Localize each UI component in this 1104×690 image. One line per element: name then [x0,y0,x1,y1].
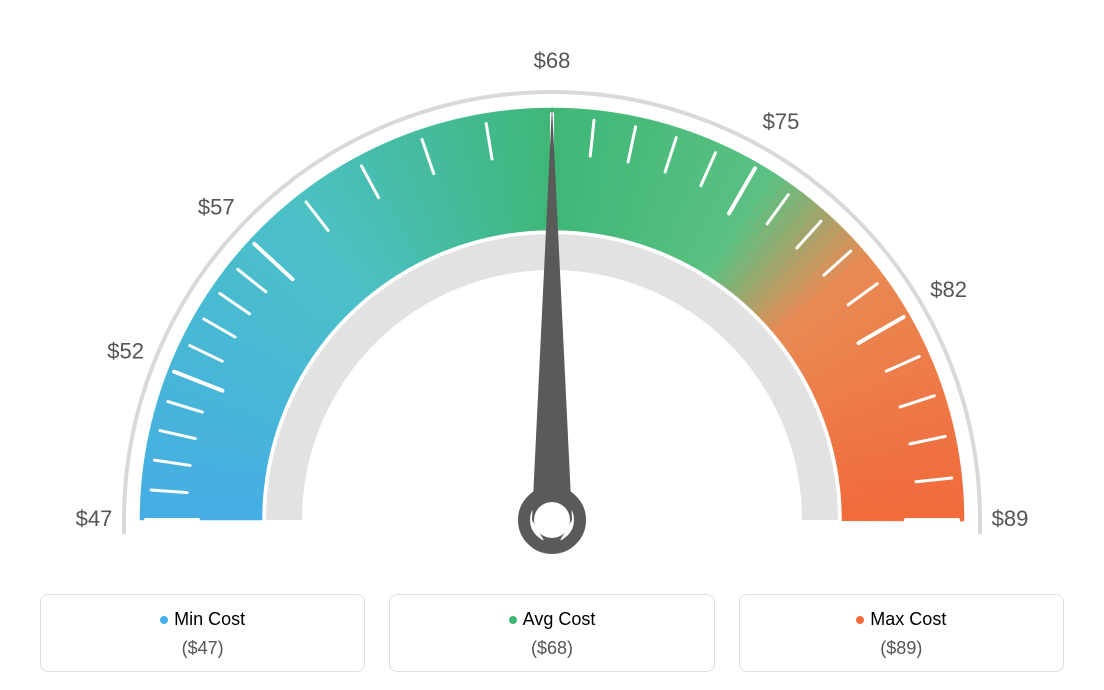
gauge-svg: $47 $52 $57 $68 $75 $82 $89 [0,0,1104,580]
legend-avg: Avg Cost ($68) [389,594,714,672]
legend-max-dot-icon [856,616,864,624]
gauge-tick-label: $57 [198,194,235,219]
gauge-tick-label: $52 [107,338,144,363]
legend-avg-title: Avg Cost [400,609,703,630]
legend-min: Min Cost ($47) [40,594,365,672]
gauge-tick-label: $47 [76,506,113,531]
legend-max: Max Cost ($89) [739,594,1064,672]
gauge-tick-label: $82 [930,277,967,302]
legend-avg-dot-icon [509,616,517,624]
legend-row: Min Cost ($47) Avg Cost ($68) Max Cost (… [0,594,1104,672]
legend-max-title: Max Cost [750,609,1053,630]
legend-min-title: Min Cost [51,609,354,630]
legend-max-label: Max Cost [870,609,946,629]
legend-min-dot-icon [160,616,168,624]
gauge-tick-label: $75 [763,109,800,134]
legend-min-label: Min Cost [174,609,245,629]
legend-min-value: ($47) [51,638,354,659]
gauge-tick-label: $68 [534,48,571,73]
legend-avg-value: ($68) [400,638,703,659]
gauge-tick-label: $89 [992,506,1029,531]
legend-avg-label: Avg Cost [523,609,596,629]
gauge-chart-container: $47 $52 $57 $68 $75 $82 $89 Min Cost ($47) Avg… [0,0,1104,690]
gauge-area: $47 $52 $57 $68 $75 $82 $89 [0,0,1104,580]
legend-max-value: ($89) [750,638,1053,659]
